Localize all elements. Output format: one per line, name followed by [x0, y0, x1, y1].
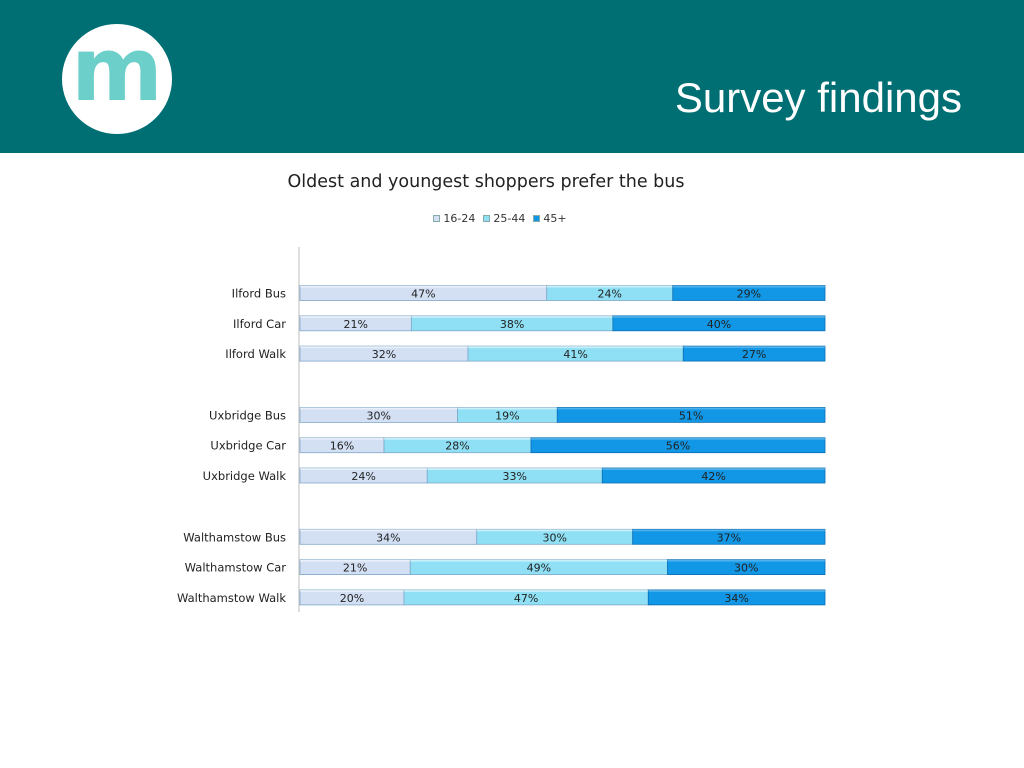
- data-label: 34%: [376, 531, 400, 544]
- data-label: 30%: [734, 562, 758, 575]
- bar-highlight: [672, 285, 825, 288]
- bar-highlight: [300, 437, 384, 440]
- legend-swatch: [433, 215, 441, 222]
- chart-legend: 16-24 25-44 45+: [0, 212, 1024, 225]
- category-label: Walthamstow Bus: [183, 530, 286, 544]
- bar-highlight: [403, 589, 649, 592]
- category-label: Ilford Bus: [232, 287, 286, 301]
- legend-swatch: [483, 215, 491, 222]
- data-label: 33%: [503, 470, 527, 483]
- legend-label: 16-24: [443, 212, 476, 225]
- bar-highlight: [546, 285, 673, 288]
- legend-item: 16-24: [433, 212, 475, 225]
- data-label: 47%: [411, 288, 435, 301]
- logo: m: [62, 24, 172, 134]
- data-label: 24%: [351, 470, 375, 483]
- bar-highlight: [300, 285, 547, 288]
- bar-highlight: [427, 468, 603, 470]
- data-label: 40%: [707, 318, 731, 331]
- slide-title: Survey findings: [674, 74, 962, 121]
- bar-segment: [667, 559, 826, 576]
- bar-highlight: [300, 346, 468, 349]
- bar-highlight: [410, 559, 668, 562]
- data-label: 51%: [679, 409, 703, 422]
- category-label: Uxbridge Walk: [203, 469, 287, 483]
- bar-segment: [612, 315, 826, 332]
- category-label: Walthamstow Walk: [177, 591, 286, 605]
- bar-segment: [556, 406, 826, 423]
- data-label: 32%: [372, 348, 396, 361]
- legend-item: 25-44: [483, 212, 525, 225]
- bar-highlight: [300, 407, 458, 410]
- legend-item: 45+: [533, 212, 567, 225]
- bar-highlight: [300, 315, 412, 318]
- data-label: 21%: [343, 562, 367, 575]
- bar-highlight: [300, 529, 477, 532]
- bar-segment: [530, 437, 826, 454]
- logo-m-icon: m: [71, 24, 163, 121]
- data-label: 34%: [724, 592, 748, 605]
- chart-title: Oldest and youngest shoppers prefer the …: [287, 172, 685, 192]
- header-banner: m Survey findings: [0, 0, 1024, 153]
- data-label: 21%: [343, 318, 367, 331]
- category-label: Ilford Walk: [225, 347, 286, 361]
- category-label: Walthamstow Car: [185, 561, 287, 575]
- data-label: 49%: [527, 562, 551, 575]
- bar-highlight: [632, 529, 825, 532]
- bar-highlight: [384, 437, 531, 440]
- data-label: 16%: [330, 440, 354, 453]
- data-label: 24%: [598, 288, 622, 301]
- bar-segment: [647, 589, 826, 606]
- bar-highlight: [648, 589, 825, 592]
- data-label: 42%: [701, 470, 725, 483]
- bar-segment: [672, 285, 826, 301]
- legend-label: 45+: [543, 212, 567, 225]
- bar-highlight: [602, 468, 825, 470]
- data-label: 37%: [717, 531, 741, 544]
- data-label: 56%: [666, 440, 690, 453]
- category-label: Uxbridge Car: [210, 439, 286, 453]
- bar-highlight: [411, 315, 613, 318]
- bar-highlight: [468, 346, 684, 349]
- data-label: 38%: [500, 318, 524, 331]
- bar-segment: [601, 467, 826, 484]
- bar-segment: [682, 345, 826, 362]
- data-label: 30%: [542, 531, 566, 544]
- bar-highlight: [667, 559, 825, 562]
- data-label: 30%: [367, 409, 391, 422]
- legend-label: 25-44: [493, 212, 526, 225]
- category-label: Ilford Car: [233, 317, 286, 331]
- bar-highlight: [300, 468, 428, 470]
- data-label: 20%: [340, 592, 364, 605]
- bar-highlight: [557, 407, 825, 410]
- bar-highlight: [683, 346, 825, 349]
- data-label: 19%: [495, 409, 519, 422]
- category-label: Uxbridge Bus: [209, 408, 286, 422]
- stacked-bar-chart: Ilford Bus 47% 24% 29% Ilford Car 21% 38% 40% Il…: [177, 247, 826, 612]
- bar-segment: [632, 528, 826, 545]
- legend-swatch: [533, 215, 541, 222]
- data-label: 27%: [742, 348, 766, 361]
- bar-highlight: [612, 315, 825, 318]
- bar-highlight: [300, 589, 404, 592]
- bar-highlight: [531, 437, 825, 440]
- bar-highlight: [476, 529, 633, 532]
- data-label: 47%: [514, 592, 538, 605]
- svg-text:m: m: [71, 24, 163, 121]
- data-label: 28%: [445, 440, 469, 453]
- bar-highlight: [300, 559, 411, 562]
- data-label: 41%: [563, 348, 587, 361]
- bar-highlight: [457, 407, 558, 410]
- data-label: 29%: [737, 288, 761, 301]
